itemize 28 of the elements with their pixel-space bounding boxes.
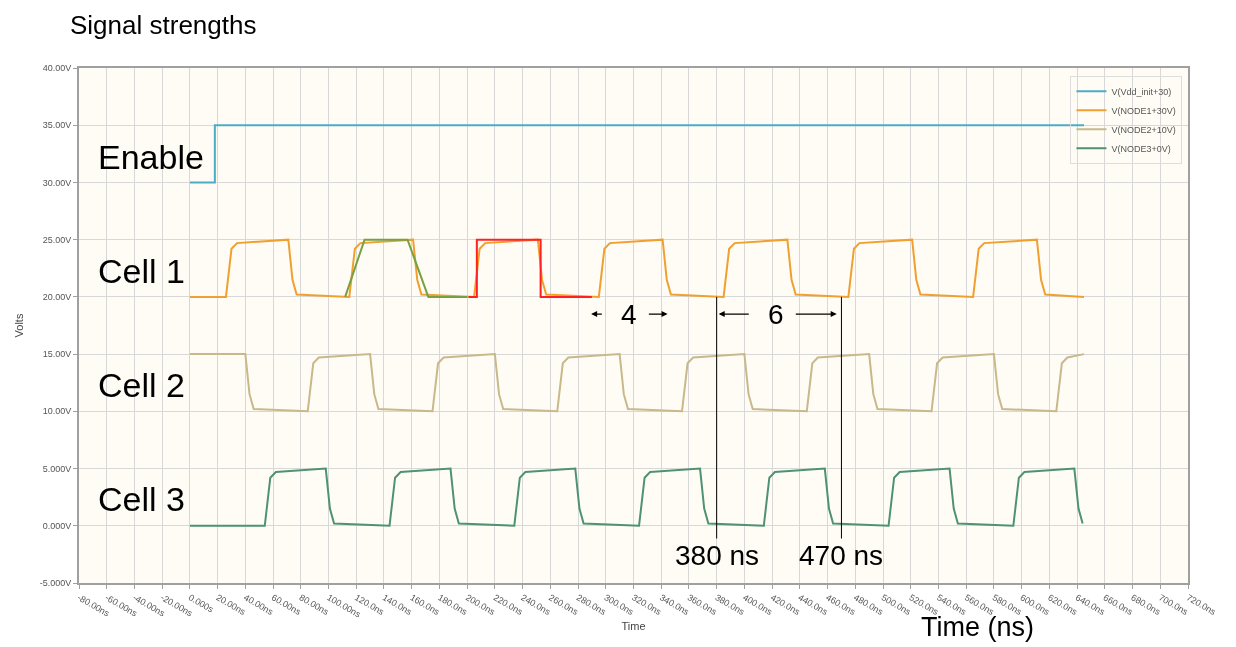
annotation: Cell 1 <box>98 252 185 290</box>
annotation: 4 <box>621 299 637 330</box>
legend-label: V(NODE1+30V) <box>1111 105 1176 116</box>
y-tick-label: 30.00V <box>42 177 72 188</box>
y-axis-title: Volts <box>12 313 25 338</box>
line-series <box>188 238 1086 298</box>
legend-label: V(Vdd_init+30) <box>1111 86 1172 97</box>
y-tick-label: 25.00V <box>42 234 72 245</box>
line-series <box>188 467 1084 527</box>
legend-label: V(NODE3+0V) <box>1111 143 1171 154</box>
annotation: Cell 2 <box>98 366 185 404</box>
y-tick-label: 10.00V <box>42 406 72 417</box>
annotation: 6 <box>768 299 784 330</box>
chart-title: Signal strengths <box>70 10 257 41</box>
legend-label: V(NODE2+10V) <box>1111 124 1176 135</box>
annotation: Cell 3 <box>98 480 185 518</box>
annotation: Enable <box>98 138 204 176</box>
y-tick-label: 35.00V <box>42 120 72 131</box>
y-tick-label: 5.000V <box>42 463 72 474</box>
annotation: 470 ns <box>799 540 884 571</box>
line-series <box>188 353 1086 413</box>
y-tick-label: 0.000V <box>42 520 72 531</box>
x-axis-title: Time <box>621 620 646 633</box>
annotation: 380 ns <box>675 540 760 571</box>
y-tick-label: 40.00V <box>42 63 72 74</box>
y-tick-label: -5.000V <box>39 578 72 589</box>
y-tick-label: 20.00V <box>42 292 72 303</box>
y-tick-label: 15.00V <box>42 349 72 360</box>
